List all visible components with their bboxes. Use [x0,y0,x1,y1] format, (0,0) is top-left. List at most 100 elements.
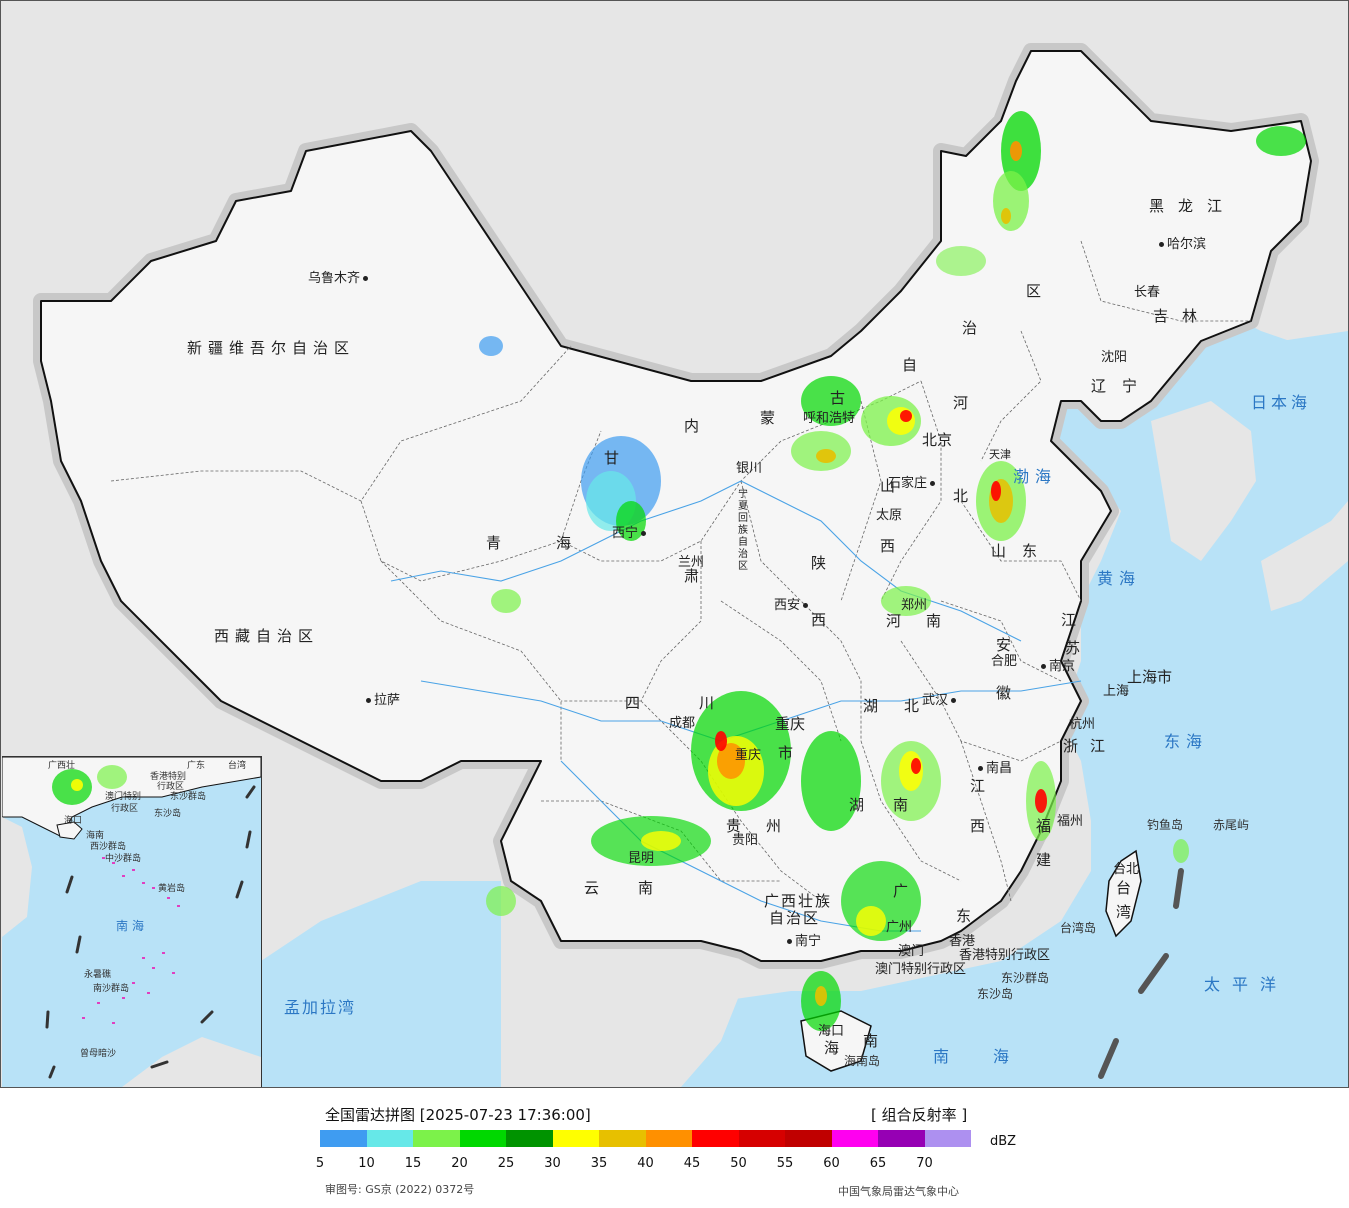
inset-label-yongshu: 永暑礁 [84,970,112,980]
city-zhengzhou: 郑州 [901,598,928,613]
inset-nine-dash [45,785,256,1079]
tick-label: 50 [730,1156,747,1171]
city-harbin: 哈尔滨 [1159,238,1206,251]
city-beijing: 北京 [922,431,953,449]
city-hefei: 合肥 [991,654,1018,669]
label-qinghai-1: 青 [486,534,502,552]
color-swatch-1 [366,1130,413,1147]
label-neimenggu-6: 区 [1026,282,1042,300]
legend-unit: dBZ [990,1134,1017,1149]
label-fujian-2: 建 [1036,851,1052,869]
color-swatch-4 [506,1130,553,1147]
japan-land [1261,501,1348,611]
city-haikou: 海口 [818,1024,845,1039]
label-hebei-2: 北 [953,487,969,505]
label-shandong: 山东 [991,542,1054,560]
label-gansu-2: 肃 [684,567,700,585]
tick-label: 35 [590,1156,608,1171]
inset-label-zengmu: 曾母暗沙 [80,1049,117,1059]
label-chongqing-1: 重庆 [775,715,806,733]
label-tianjin: 天津 [989,448,1011,461]
island-diaoyu: 钓鱼岛 [1147,818,1184,832]
inset-islands [82,857,180,1024]
inset-label-nansha: 南沙群岛 [93,984,130,994]
city-hongkong: 香港 [949,934,976,949]
city-lhasa: 拉萨 [366,694,400,707]
city-urumqi: 乌鲁木齐 [308,272,368,285]
label-guizhou-1: 贵 [726,817,742,835]
city-chengdu: 成都 [669,716,696,731]
inset-label-nanhai: 南海 [116,919,149,933]
label-jiangsu-2: 苏 [1065,639,1081,657]
label-hebei-1: 河 [953,394,969,412]
color-bar [320,1130,971,1147]
label-henan-1: 河 [886,612,902,630]
label-guangdong-1: 广 [893,882,909,900]
city-taipei: 台北 [1113,862,1140,877]
label-neimenggu-5: 治 [962,319,978,337]
sea-mengjialawan: 孟加拉湾 [284,998,357,1017]
inset-label-macao2: 行政区 [111,804,139,814]
tick-label: 45 [683,1156,701,1171]
label-guangdong-2: 东 [956,907,972,925]
color-swatch-11 [831,1130,878,1147]
label-guangxi-2: 自治区 [769,909,821,927]
city-nanchang: 南昌 [978,762,1012,775]
tick-label: 55 [776,1156,794,1171]
sea-nanhai: 南海 [933,1047,1054,1066]
tick-label: 60 [823,1156,840,1171]
tick-label: 65 [869,1156,887,1171]
inset-label-haikou: 海口 [64,816,83,826]
label-hunan-2: 南 [893,796,909,814]
label-jilin: 吉林 [1153,307,1212,325]
sea-taipingyang: 太平洋 [1204,975,1289,994]
label-shaanxi-2: 西 [811,611,827,629]
city-yinchuan: 银川 [736,461,763,476]
color-swatch-8 [692,1130,739,1147]
color-swatch-9 [738,1130,785,1147]
island-taiwandao: 台湾岛 [1060,921,1097,935]
label-gansu-1: 甘 [604,449,620,467]
color-swatch-3 [459,1130,506,1147]
city-xining: 西宁 [612,527,646,540]
tick-label: 40 [637,1156,654,1171]
tick-label: 15 [404,1156,422,1171]
color-swatch-6 [599,1130,646,1147]
inset-echoes [52,765,127,805]
city-taiyuan: 太原 [876,508,903,523]
label-liaoning: 辽宁 [1091,377,1154,395]
radar-map: 新疆维吾尔自治区 西藏自治区 青 海 甘 肃 四 川 云 南 内 蒙 古 自 治… [0,0,1349,1088]
label-taiwan-1: 台 [1116,879,1132,897]
island-dongshadao: 东沙岛 [977,987,1014,1001]
label-fujian-1: 福 [1036,817,1052,835]
label-hubei-2: 北 [904,697,920,715]
city-nanning: 南宁 [787,935,821,948]
maritime-boundaries [1098,868,1184,1079]
ocean-bay [261,881,501,1087]
sea-bohai: 渤海 [1013,467,1058,486]
city-chongqing: 重庆 [735,748,762,763]
label-hainan-2: 南 [863,1032,879,1050]
city-guiyang: 贵阳 [732,833,759,848]
color-swatch-2 [413,1130,460,1147]
label-guangxi-1: 广西壮族 [764,892,833,910]
label-neimenggu-1: 内 [684,417,700,435]
inset-label-hk2: 行政区 [157,782,185,792]
label-sichuan-2: 川 [699,694,715,712]
label-yunnan-2: 南 [638,879,654,897]
city-wuhan: 武汉 [922,694,956,707]
inset-label-dongsha: 东沙群岛 [170,792,207,802]
city-hangzhou: 杭州 [1069,717,1096,732]
label-hubei-1: 湖 [863,697,879,715]
island-hainandao: 海南岛 [844,1054,881,1068]
tick-label: 70 [916,1156,933,1171]
color-swatch-10 [785,1130,832,1147]
sea-ribenhai: 日本海 [1251,393,1312,412]
legend-title: 全国雷达拼图 [2025-07-23 17:36:00] [325,1106,591,1124]
label-neimenggu-2: 蒙 [760,409,776,427]
label-jiangxi-2: 西 [970,817,986,835]
inset-label-xisha: 西沙群岛 [90,842,127,852]
label-ningxia: 宁夏回族自治区 [738,489,748,572]
inset-base [2,757,261,1087]
city-nanjing: 南京 [1041,660,1075,673]
